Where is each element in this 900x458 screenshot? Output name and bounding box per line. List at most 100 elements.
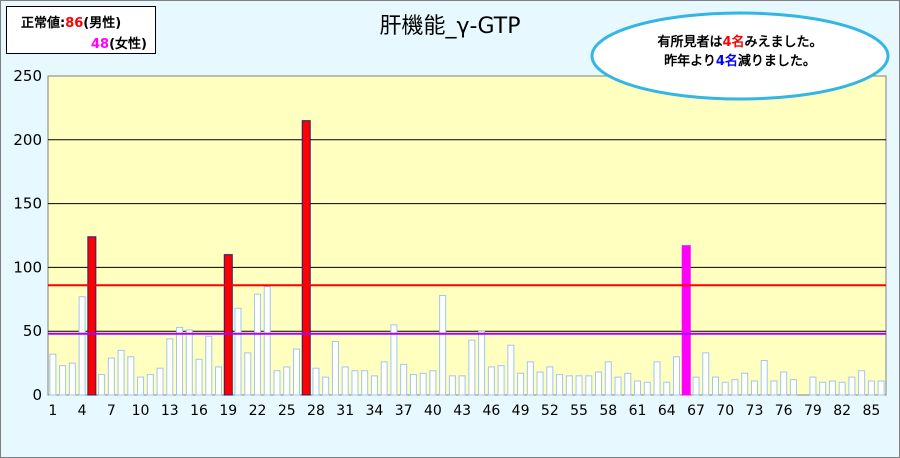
bar-80 [819, 381, 827, 396]
bar-2 [59, 365, 67, 396]
bar-81 [828, 380, 836, 396]
bar-16 [195, 358, 203, 396]
bar-84 [858, 370, 866, 396]
bar-51 [536, 371, 544, 396]
bar-7 [107, 357, 115, 396]
y-tick-0: 0 [32, 386, 42, 404]
bar-13 [166, 338, 174, 396]
bar-56 [585, 375, 593, 396]
bar-46 [487, 366, 495, 396]
bar-52 [546, 366, 554, 396]
x-tick-16: 16 [190, 403, 208, 419]
callout-line-2: 昨年より4名減りました。 [592, 52, 888, 71]
x-tick-7: 7 [107, 403, 116, 419]
bar-59 [614, 376, 622, 396]
bar-38 [409, 374, 417, 396]
callout-line1-suffix: みえました。 [744, 35, 823, 50]
bar-35 [380, 361, 388, 396]
x-tick-37: 37 [395, 403, 413, 419]
bar-70 [721, 381, 729, 396]
x-tick-25: 25 [278, 403, 296, 419]
bar-74 [760, 360, 768, 396]
x-tick-79: 79 [804, 403, 822, 419]
y-tick-labels: 0 50 100 150 200 250 [13, 67, 42, 404]
bar-77 [789, 379, 797, 396]
female-sex-label: (女性) [109, 37, 147, 52]
y-tick-250: 250 [13, 67, 42, 85]
bar-36 [390, 324, 398, 396]
bar-69 [711, 376, 719, 396]
bar-37 [400, 363, 408, 396]
bar-18 [215, 366, 223, 396]
bar-15 [185, 329, 193, 396]
y-tick-150: 150 [13, 195, 42, 213]
x-tick-13: 13 [161, 403, 179, 419]
callout-line2-suffix: 減りました。 [737, 54, 816, 69]
bar-33 [361, 370, 369, 396]
bar-3 [68, 362, 76, 396]
bar-67 [692, 376, 700, 396]
x-tick-10: 10 [132, 403, 150, 419]
bar-53 [556, 374, 564, 396]
x-tick-40: 40 [424, 403, 442, 419]
bar-10 [137, 376, 145, 396]
x-tick-43: 43 [453, 403, 471, 419]
bar-1 [49, 353, 57, 396]
bar-82 [838, 381, 846, 396]
bar-65 [673, 356, 680, 396]
male-sex-label: (男性) [83, 16, 122, 31]
callout-line2-value: 4名 [715, 54, 738, 69]
bar-85 [867, 380, 875, 396]
x-tick-64: 64 [658, 403, 676, 419]
bar-6 [98, 374, 106, 396]
bar-50 [526, 361, 534, 396]
bar-12 [156, 367, 164, 396]
y-tick-50: 50 [23, 322, 42, 340]
bar-11 [146, 374, 154, 396]
bar-63 [653, 361, 661, 396]
y-tick-100: 100 [13, 258, 42, 276]
bar-60 [624, 372, 632, 396]
bar-76 [780, 371, 788, 396]
bar-27 [301, 120, 311, 396]
bar-45 [478, 330, 486, 396]
reference-lines [48, 284, 886, 335]
bar-20 [234, 307, 242, 396]
bar-64 [663, 381, 671, 396]
bar-40 [429, 370, 437, 396]
bar-34 [370, 375, 378, 396]
x-tick-31: 31 [336, 403, 354, 419]
bar-39 [419, 372, 427, 396]
bar-44 [468, 339, 476, 396]
bar-4 [78, 296, 86, 396]
bar-30 [331, 340, 339, 396]
bar-5 [87, 236, 97, 396]
callout-line-1: 有所見者は4名みえました。 [592, 33, 888, 52]
bar-22 [254, 293, 261, 396]
bar-62 [643, 381, 651, 396]
bar-55 [575, 375, 583, 396]
callout-ellipse [590, 11, 890, 101]
bar-54 [565, 375, 573, 396]
bar-58 [604, 361, 612, 396]
bars [49, 120, 885, 396]
male-normal-value: 86 [65, 16, 84, 31]
bar-71 [731, 379, 739, 396]
bar-86 [877, 380, 885, 396]
bar-75 [770, 380, 778, 396]
bar-57 [595, 371, 603, 396]
x-tick-52: 52 [541, 403, 559, 419]
bar-31 [341, 366, 349, 396]
bar-72 [741, 372, 749, 396]
x-tick-19: 19 [219, 403, 237, 419]
normal-values-box: 正常値:86(男性) 48(女性) [6, 6, 156, 54]
bar-79 [809, 376, 817, 396]
bar-8 [117, 349, 125, 396]
bar-48 [507, 344, 515, 396]
x-tick-49: 49 [512, 403, 530, 419]
bar-14 [176, 326, 184, 396]
bar-25 [283, 366, 291, 396]
normal-label: 正常値: [21, 16, 66, 31]
x-tick-70: 70 [716, 403, 734, 419]
